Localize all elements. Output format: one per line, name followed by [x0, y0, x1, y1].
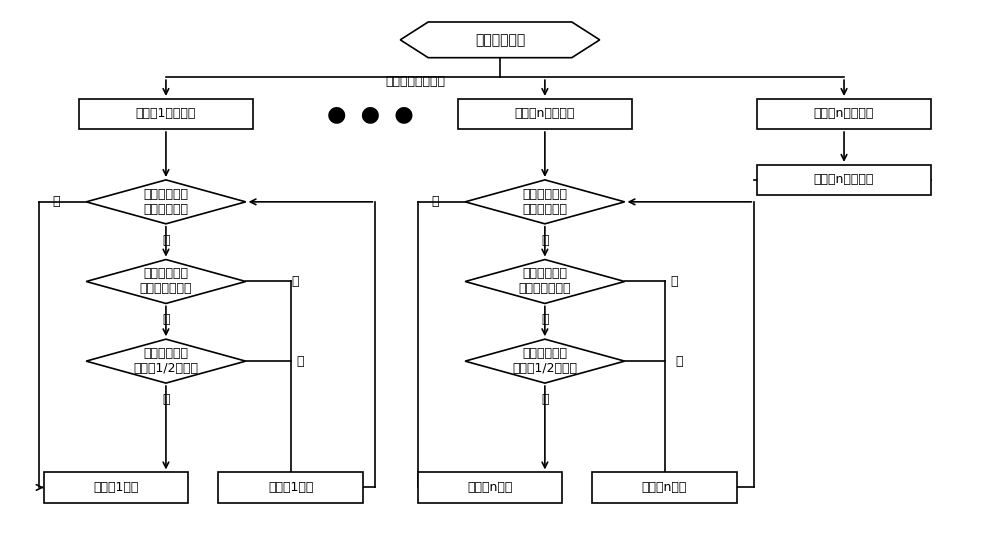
Bar: [757, 165, 931, 195]
Polygon shape: [400, 22, 600, 58]
Text: 光开关n打开: 光开关n打开: [467, 481, 513, 494]
Polygon shape: [86, 259, 246, 304]
Text: 相关联光开关
已运动1/2行程？: 相关联光开关 已运动1/2行程？: [512, 347, 577, 375]
Text: 是: 是: [431, 195, 439, 208]
Text: 否: 否: [676, 354, 683, 368]
Text: 光开关n直接关闭: 光开关n直接关闭: [814, 173, 874, 187]
Text: 否: 否: [297, 354, 304, 368]
Bar: [79, 99, 253, 129]
Text: 光开关n打开指令: 光开关n打开指令: [515, 108, 575, 120]
Text: 光开关1打开: 光开关1打开: [93, 481, 139, 494]
Text: 光开关1打开指令: 光开关1打开指令: [136, 108, 196, 120]
Bar: [418, 473, 562, 502]
Text: 多路开关同步控制: 多路开关同步控制: [385, 75, 445, 88]
Text: 其相关联光开
关是否关闭？: 其相关联光开 关是否关闭？: [522, 188, 567, 216]
Text: 光开关n关闭指令: 光开关n关闭指令: [814, 108, 874, 120]
Text: ●  ●  ●: ● ● ●: [327, 104, 414, 124]
Polygon shape: [465, 180, 625, 224]
Text: 否: 否: [292, 275, 299, 288]
Text: 光开关n关闭: 光开关n关闭: [642, 481, 687, 494]
Text: 否: 否: [541, 234, 549, 247]
Polygon shape: [465, 339, 625, 383]
Text: 是: 是: [541, 393, 549, 406]
Text: 光开关1关闭: 光开关1关闭: [268, 481, 313, 494]
Text: 其相关联光开
关是否关闭？: 其相关联光开 关是否关闭？: [143, 188, 188, 216]
Text: 是: 是: [162, 314, 170, 326]
Text: 是: 是: [541, 314, 549, 326]
Polygon shape: [86, 180, 246, 224]
Polygon shape: [465, 259, 625, 304]
Bar: [757, 99, 931, 129]
Text: 是: 是: [162, 393, 170, 406]
Text: 是: 是: [52, 195, 60, 208]
Text: 否: 否: [162, 234, 170, 247]
Text: 否: 否: [671, 275, 678, 288]
Text: 系统等待指令: 系统等待指令: [475, 33, 525, 47]
Bar: [218, 473, 363, 502]
Text: 其相关联光开
关是否运动中？: 其相关联光开 关是否运动中？: [519, 268, 571, 295]
Polygon shape: [86, 339, 246, 383]
Bar: [458, 99, 632, 129]
Text: 相关联光开关
已运动1/2行程？: 相关联光开关 已运动1/2行程？: [133, 347, 198, 375]
Bar: [44, 473, 188, 502]
Bar: [592, 473, 737, 502]
Text: 其相关联光开
关是否运动中？: 其相关联光开 关是否运动中？: [140, 268, 192, 295]
